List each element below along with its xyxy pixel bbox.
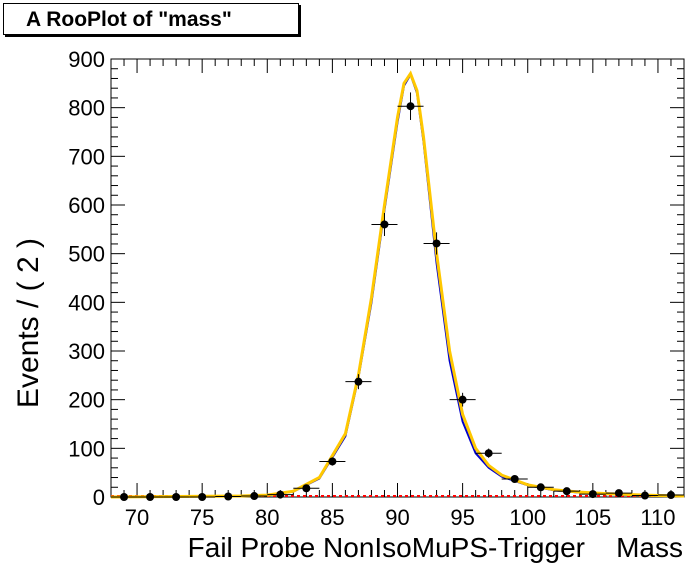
y-tick-label: 700	[68, 144, 105, 169]
data-marker	[562, 487, 571, 496]
plot-title: A RooPlot of "mass"	[26, 8, 232, 31]
axes-layer: 70 75 80 85 90 95 100 105 110 0 100 200 300 400 500 600…	[68, 47, 685, 530]
data-point	[345, 374, 372, 390]
y-tick-label: 200	[68, 388, 105, 413]
y-tick-label: 100	[68, 436, 105, 461]
data-point	[293, 484, 320, 493]
x-tick-label: 75	[190, 505, 214, 530]
x-tick-label: 105	[574, 505, 611, 530]
data-marker	[302, 484, 311, 493]
data-marker	[146, 493, 155, 501]
data-point	[241, 492, 268, 501]
data-marker	[640, 491, 649, 500]
data-point	[137, 493, 164, 501]
data-point	[319, 457, 346, 466]
data-marker	[666, 491, 675, 500]
data-marker	[380, 220, 389, 229]
y-tick-label: 900	[68, 47, 105, 72]
data-marker	[588, 490, 597, 499]
data-marker	[484, 449, 493, 458]
x-tick-label: 90	[385, 505, 409, 530]
data-point	[371, 212, 398, 237]
y-tick-label: 300	[68, 339, 105, 364]
data-marker	[172, 493, 181, 501]
x-tick-label: 80	[255, 505, 279, 530]
data-marker	[432, 239, 441, 248]
y-tick-label: 600	[68, 193, 105, 218]
y-tick-label: 0	[93, 485, 105, 510]
data-point	[579, 490, 606, 499]
fit-curve-1	[110, 72, 685, 498]
data-marker	[120, 493, 129, 501]
data-point	[527, 483, 554, 492]
x-tick-label: 95	[450, 505, 474, 530]
data-point	[397, 92, 424, 120]
y-tick-label: 500	[68, 242, 105, 267]
x-tick-label: 85	[320, 505, 344, 530]
data-marker	[406, 102, 415, 111]
data-point	[501, 474, 528, 483]
data-marker	[328, 457, 337, 466]
fit-curve-0	[110, 70, 685, 499]
y-axis-label: Events / ( 2 )	[12, 238, 45, 408]
data-points-layer	[111, 92, 684, 501]
curves-layer	[110, 70, 685, 499]
data-point	[423, 232, 450, 255]
x-tick-label: 100	[509, 505, 546, 530]
data-point	[215, 492, 242, 501]
data-marker	[458, 395, 467, 404]
data-point	[553, 487, 580, 496]
data-marker	[250, 492, 259, 501]
x-tick-label: 110	[640, 505, 675, 530]
data-point	[189, 493, 216, 501]
data-marker	[536, 483, 545, 492]
data-point	[657, 491, 684, 500]
data-point	[631, 491, 658, 500]
data-point	[449, 392, 476, 407]
data-marker	[224, 492, 233, 501]
data-point	[111, 493, 138, 501]
data-marker	[276, 490, 285, 499]
data-point	[163, 493, 190, 501]
plot-title-box: A RooPlot of "mass"	[3, 3, 299, 35]
x-tick-label: 70	[125, 505, 149, 530]
data-marker	[354, 377, 363, 386]
data-marker	[614, 489, 623, 498]
data-point	[267, 490, 294, 499]
y-tick-label: 800	[68, 96, 105, 121]
x-axis-label: Fail Probe NonIsoMuPS-Trigger Mass	[188, 532, 683, 563]
data-point	[605, 489, 632, 498]
data-marker	[198, 493, 207, 501]
data-point	[475, 448, 502, 458]
y-tick-label: 400	[68, 290, 105, 315]
data-marker	[510, 474, 519, 483]
